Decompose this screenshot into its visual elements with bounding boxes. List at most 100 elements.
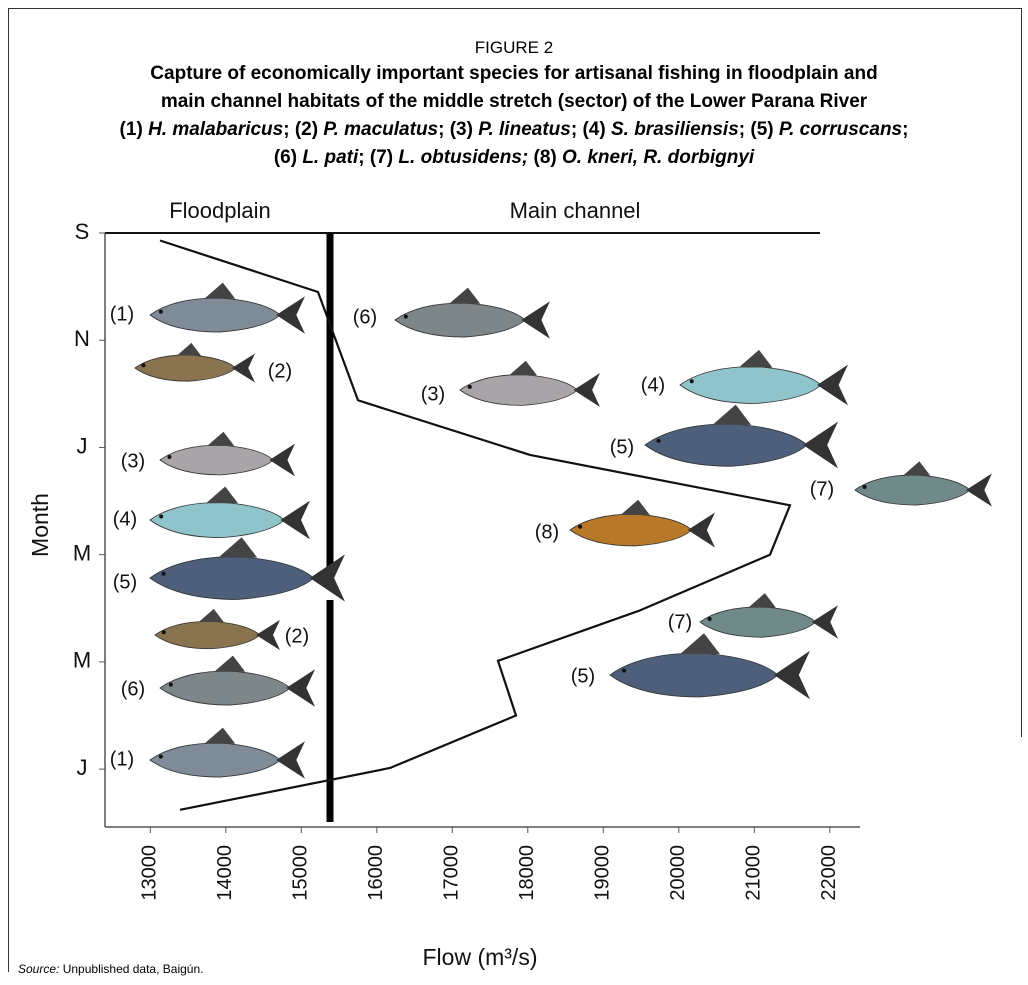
- fish-tail: [811, 605, 838, 639]
- fish-body: [149, 742, 281, 778]
- y-tick-label: M: [73, 648, 91, 673]
- fish-label: (7): [810, 478, 834, 500]
- species-separator: ;: [358, 147, 365, 168]
- species-name: P. corruscans: [778, 119, 903, 140]
- fish-eye: [167, 455, 172, 460]
- y-tick-label: N: [74, 326, 90, 351]
- fish-eye: [158, 754, 163, 759]
- y-tick-label: J: [77, 755, 88, 780]
- fish-fin: [218, 537, 258, 558]
- fish-label: (1): [110, 748, 134, 770]
- x-tick-label: 16000: [365, 845, 387, 901]
- fish-fin: [214, 655, 246, 672]
- fish-tail: [276, 296, 305, 334]
- fish-image: [149, 727, 305, 779]
- title-line: main channel habitats of the middle stre…: [160, 91, 868, 112]
- fish-label: (6): [353, 306, 377, 328]
- fish-eye: [168, 682, 173, 687]
- x-axis-label: Flow (m³/s): [423, 944, 538, 970]
- source: Source: Unpublished data, Baigún.: [18, 962, 203, 976]
- fish-image: [679, 349, 848, 406]
- fish-body: [609, 652, 779, 698]
- fish-tail: [687, 512, 715, 548]
- fish-label: (2): [285, 625, 309, 647]
- species-number: (7): [369, 147, 394, 168]
- fish-fin: [738, 349, 773, 368]
- fish-image: [134, 342, 255, 383]
- x-tick-label: 13000: [139, 845, 161, 901]
- fish-tail: [286, 669, 315, 707]
- fish-fin: [198, 608, 224, 622]
- x-tick-label: 22000: [818, 845, 840, 901]
- fish-image: [149, 486, 310, 540]
- species-name: L. obtusidens;: [398, 147, 529, 168]
- fish-fin: [177, 342, 201, 356]
- frame: [8, 8, 1022, 737]
- fish-tail: [256, 619, 280, 651]
- species-number: (1): [119, 119, 143, 140]
- fish-tail: [269, 443, 295, 477]
- x-tick-label: 21000: [743, 845, 765, 901]
- fish-body: [159, 670, 291, 706]
- fish-body: [159, 444, 275, 476]
- fish-label: (5): [571, 665, 595, 687]
- fish-label: (5): [113, 571, 137, 593]
- fish-body: [149, 556, 315, 600]
- fish-body: [644, 423, 808, 467]
- fish-fin: [902, 461, 931, 476]
- species-number: (6): [273, 147, 298, 168]
- species-name: H. malabaricus: [148, 119, 284, 140]
- fish-eye: [862, 484, 867, 489]
- fish-image: [569, 499, 715, 548]
- species-separator: ;: [738, 119, 746, 140]
- figure-header: FIGURE 2 Capture of economically importa…: [10, 36, 1018, 172]
- fish-body: [149, 297, 281, 333]
- fish-tail: [309, 554, 345, 602]
- fish-image: [854, 461, 992, 507]
- species-number: (4): [582, 119, 606, 140]
- fish-tail: [276, 741, 305, 779]
- species-separator: ;: [438, 119, 445, 140]
- fish-label: (6): [121, 678, 145, 700]
- y-axis-label: Month: [27, 493, 53, 557]
- fish-label: (4): [113, 508, 137, 530]
- species-number: (3): [449, 119, 473, 140]
- fish-fin: [680, 633, 720, 655]
- fish-fin: [204, 727, 236, 744]
- fish-eye: [689, 379, 694, 384]
- x-tick-label: 17000: [441, 845, 463, 901]
- fish-tail: [803, 421, 838, 469]
- fish-fin: [204, 282, 236, 299]
- fish-body: [394, 302, 526, 338]
- y-tick-label: J: [77, 433, 88, 458]
- fish-fin: [620, 499, 650, 515]
- fish-label: (3): [421, 383, 445, 405]
- fish-label: (2): [268, 360, 292, 382]
- fish-label: (8): [535, 521, 559, 543]
- fish-tail: [231, 353, 255, 383]
- species-name: P. maculatus: [323, 119, 439, 140]
- fish-eye: [656, 438, 661, 443]
- fish-eye: [467, 384, 472, 389]
- fish-fin: [509, 360, 537, 376]
- species-name: P. lineatus: [478, 119, 571, 140]
- fish-tail: [573, 373, 600, 407]
- fish-image: [459, 360, 600, 407]
- fish-image: [609, 633, 810, 700]
- fish-fin: [449, 287, 481, 304]
- fish-eye: [622, 668, 626, 673]
- fish-label: (1): [110, 303, 134, 325]
- species-line: (6) L. pati; (7) L. obtusidens; (8) O. k…: [10, 144, 1018, 172]
- fish-eye: [161, 630, 166, 635]
- fish-body: [459, 374, 579, 406]
- fish-image: [394, 287, 550, 339]
- species-line: (1) H. malabaricus; (2) P. maculatus; (3…: [10, 116, 1018, 144]
- fish-fin: [748, 593, 776, 608]
- x-tick-label: 14000: [214, 845, 236, 901]
- flow-line: [159, 239, 792, 811]
- fish-eye: [141, 363, 146, 368]
- species-separator: ;: [902, 119, 909, 140]
- header-left: Floodplain: [169, 198, 271, 223]
